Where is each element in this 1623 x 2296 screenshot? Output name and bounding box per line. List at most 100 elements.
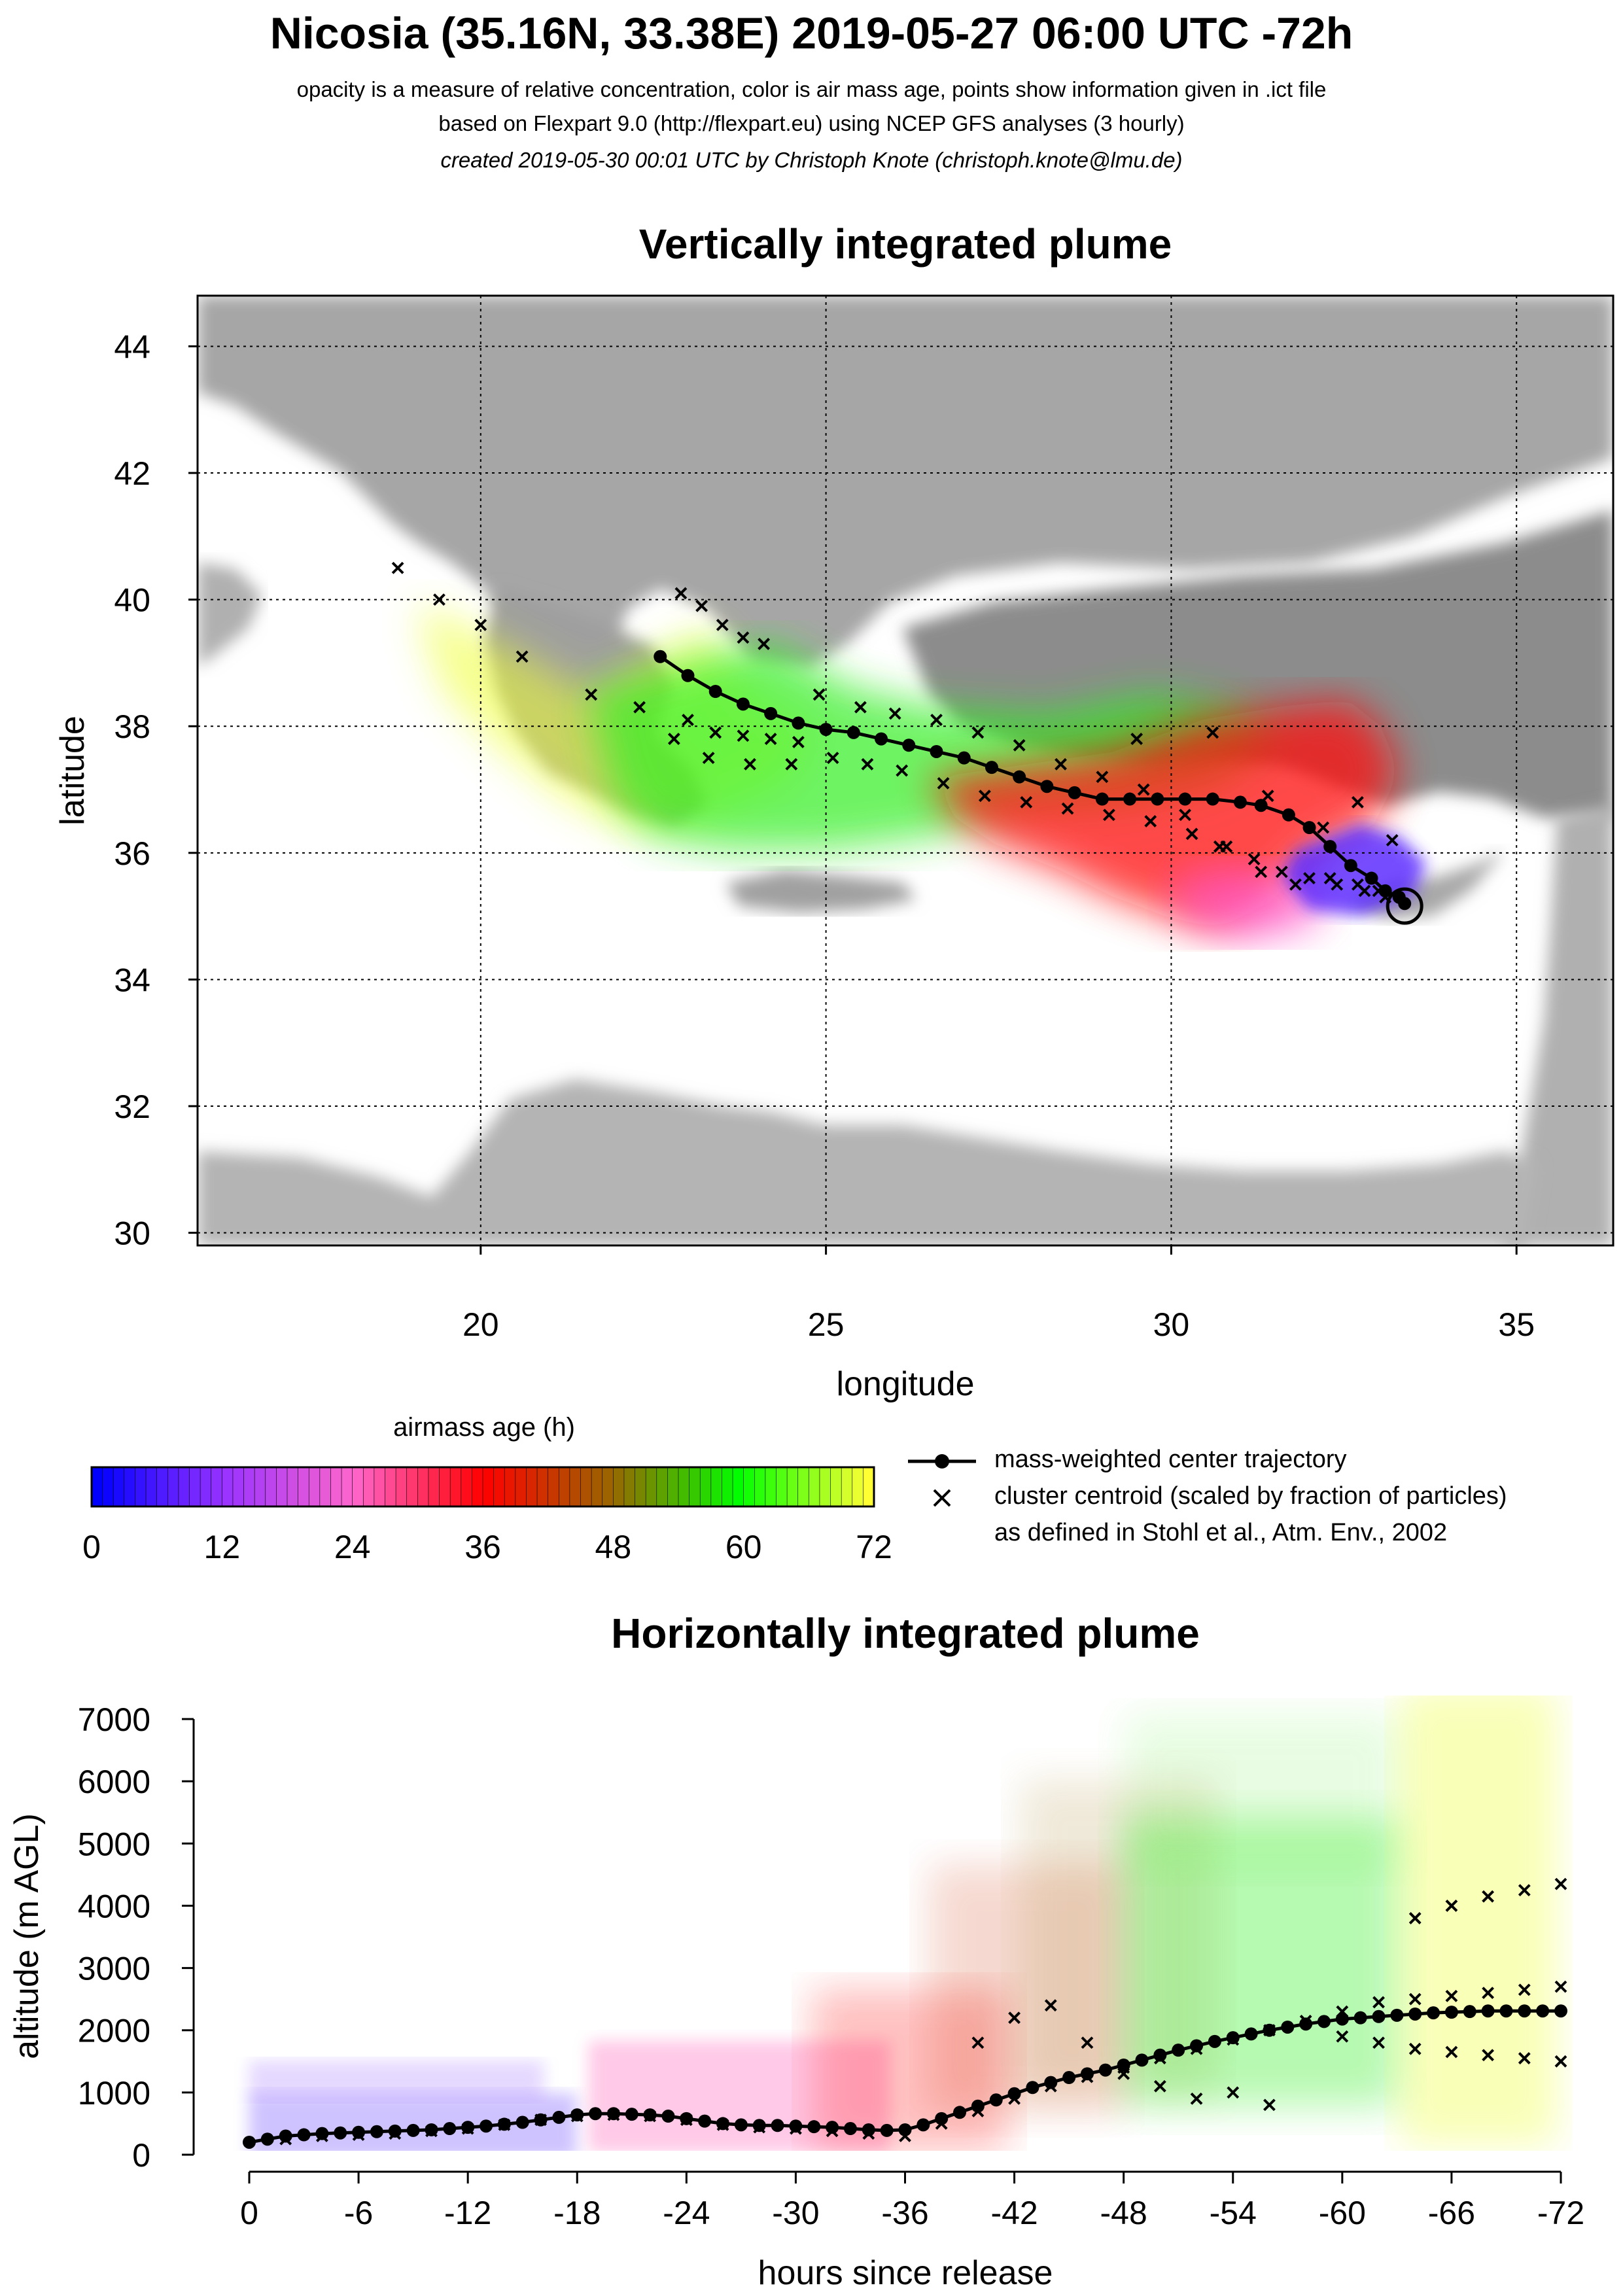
land-crete (726, 870, 916, 913)
map-ytick-label-32: 32 (114, 1088, 150, 1125)
colorbar-cell-9 (189, 1467, 201, 1507)
map-center-point-11 (1178, 792, 1192, 806)
colorbar-cell-60 (743, 1467, 756, 1507)
map-ytick-label-30: 30 (114, 1215, 150, 1252)
colorbar-cell-40 (526, 1467, 538, 1507)
colorbar-cell-46 (591, 1467, 603, 1507)
altitude-shading (249, 1696, 1557, 2151)
colorbar-cell-62 (765, 1467, 777, 1507)
altitude-cluster-47-b (1554, 2055, 1567, 2068)
map-center-point-12 (1151, 792, 1164, 806)
map-center-point-3 (1365, 871, 1378, 885)
map-cluster-15-b (861, 757, 874, 771)
altitude-center-point-6 (352, 2125, 366, 2139)
altitude-center-point-67 (1463, 2005, 1476, 2019)
map-cluster-56 (1317, 821, 1330, 834)
map-center-point-16 (1040, 780, 1054, 793)
map-panel: 20 25 30 35 30 32 34 36 38 40 42 44 longitude latitud… (54, 294, 1614, 1403)
map-cluster-39 (1055, 757, 1067, 771)
map-cluster-58 (1386, 834, 1399, 846)
map-cluster-46 (1323, 872, 1336, 884)
altitude-cluster-56 (1263, 2098, 1276, 2112)
colorbar-cell-53 (667, 1467, 679, 1507)
map-cluster-1 (695, 599, 708, 612)
altitude-ytick-label-3000: 3000 (78, 1951, 150, 1987)
altitude-cluster-32-b (1445, 1989, 1458, 2002)
map-cluster-7 (737, 729, 750, 742)
colorbar-cell-20 (308, 1467, 321, 1507)
map-cluster-32-b (633, 701, 646, 714)
altitude-center-point-2 (279, 2129, 292, 2143)
map-cluster-12-b (744, 757, 756, 771)
colorbar-cell-37 (493, 1467, 506, 1507)
map-cluster-26 (1275, 865, 1288, 878)
colorbar-cells (91, 1467, 875, 1507)
altitude-cluster-42 (1372, 2036, 1385, 2049)
map-center-point-29 (681, 669, 695, 682)
subtitle-line-2: based on Flexpart 9.0 (http://flexpart.e… (438, 111, 1185, 135)
colorbar-cell-6 (156, 1467, 169, 1507)
colorbar-cell-41 (536, 1467, 549, 1507)
altitude-xtick-label--36: -36 (881, 2195, 928, 2231)
map-cluster-35-b (888, 707, 901, 720)
map-cluster-50 (433, 593, 445, 606)
altitude-center-point-69 (1499, 2004, 1513, 2018)
map-center-point-2 (1378, 884, 1392, 897)
altitude-ytick-label-0: 0 (132, 2137, 150, 2174)
altitude-center-point-40 (971, 2099, 985, 2113)
altitude-cluster-53-b (1153, 2079, 1166, 2093)
altitude-center-point-21 (625, 2108, 638, 2121)
map-center-point-22 (875, 732, 888, 746)
map-ytick-label-36: 36 (114, 835, 150, 872)
map-cluster-22 (1144, 815, 1157, 827)
colorbar-cell-59 (732, 1467, 744, 1507)
map-cluster-12 (744, 757, 756, 771)
altitude-ylabel: altitude (m AGL) (8, 1813, 46, 2059)
map-ytick-label-38: 38 (114, 708, 150, 745)
colorbar-title: airmass age (h) (393, 1413, 575, 1442)
subtitle-line-1: opacity is a measure of relative concent… (296, 77, 1327, 101)
map-cluster-46-b (1323, 872, 1336, 884)
map-cluster-39-b (1055, 757, 1067, 771)
map-cluster-52 (515, 650, 529, 663)
altitude-center-point-42 (1007, 2087, 1021, 2100)
altitude-cluster-38-b (1482, 1890, 1495, 1903)
map-cluster-11-b (702, 752, 715, 765)
altitude-center-point-53 (1208, 2034, 1221, 2048)
colorbar-cell-70 (852, 1467, 864, 1507)
altitude-cluster-41-b (1336, 2030, 1349, 2043)
map-cluster-16-b (896, 764, 909, 777)
colorbar-ticks: 0 12 24 36 48 60 72 (82, 1529, 892, 1565)
colorbar: airmass age (h) 0 12 24 36 48 60 72 (82, 1413, 892, 1565)
map-cluster-29-b (1358, 884, 1371, 897)
altitude-center-trajectory (243, 2004, 1567, 2149)
colorbar-cell-49 (623, 1467, 636, 1507)
altitude-xtick-label--6: -6 (344, 2195, 373, 2231)
map-ytick-label-44: 44 (114, 328, 150, 365)
altitude-center-point-70 (1518, 2004, 1531, 2018)
altitude-axes: 0 -6 -12 -18 -24 -30 -36 -42 -48 -54 -60 -66 -72 0 100… (8, 1701, 1584, 2292)
map-center-point-4 (1344, 859, 1357, 873)
map-cluster-33-b (812, 688, 826, 701)
colorbar-cell-17 (276, 1467, 288, 1507)
altitude-center-point-71 (1536, 2004, 1550, 2018)
map-center-point-13 (1123, 792, 1137, 806)
shade-yellow (1400, 1696, 1557, 2146)
map-cluster-32 (633, 701, 646, 714)
map-cluster-23 (1185, 827, 1198, 841)
map-cluster-8-b (764, 733, 777, 746)
map-cluster-27 (1303, 872, 1316, 884)
colorbar-cell-3 (124, 1467, 136, 1507)
altitude-center-point-5 (334, 2126, 347, 2140)
map-cluster-34-b (854, 701, 867, 714)
map-cluster-14 (826, 752, 839, 765)
map-cluster-36 (930, 714, 943, 726)
colorbar-cell-13 (232, 1467, 245, 1507)
colorbar-cell-16 (265, 1467, 277, 1507)
colorbar-cell-25 (362, 1467, 375, 1507)
map-cluster-0-b (674, 587, 688, 600)
map-cluster-43 (1213, 840, 1226, 853)
map-cluster-6 (709, 726, 722, 739)
map-cluster-25-b (1248, 853, 1261, 865)
